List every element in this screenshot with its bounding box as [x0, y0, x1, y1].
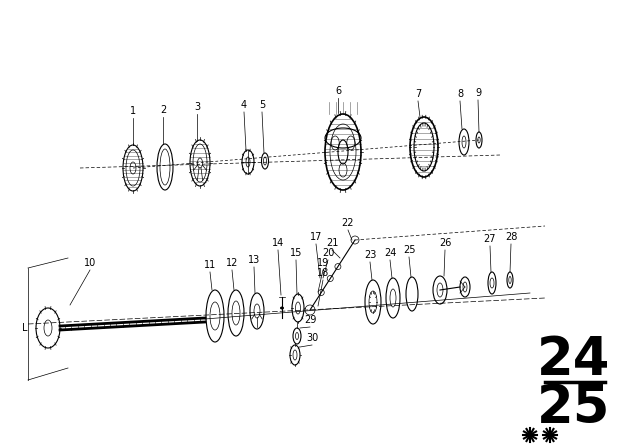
Text: 9: 9 — [475, 88, 481, 98]
Text: 24: 24 — [384, 248, 396, 258]
Text: 21: 21 — [326, 238, 338, 248]
Text: 2: 2 — [160, 105, 166, 115]
Text: 6: 6 — [335, 86, 341, 96]
Text: 11: 11 — [204, 260, 216, 270]
Text: 5: 5 — [259, 100, 265, 110]
Text: 15: 15 — [290, 248, 302, 258]
Text: 3: 3 — [194, 102, 200, 112]
Text: 29: 29 — [304, 315, 316, 325]
Text: 30: 30 — [306, 333, 318, 343]
Text: 24: 24 — [538, 334, 611, 386]
Text: 4: 4 — [241, 100, 247, 110]
Text: 25: 25 — [538, 382, 611, 434]
Text: 28: 28 — [505, 232, 517, 242]
Text: 13: 13 — [248, 255, 260, 265]
Text: 18: 18 — [317, 268, 329, 278]
Text: 17: 17 — [310, 232, 322, 242]
Text: 7: 7 — [415, 89, 421, 99]
Text: 20: 20 — [322, 248, 334, 258]
Text: 25: 25 — [403, 245, 415, 255]
Text: 22: 22 — [342, 218, 355, 228]
Text: 27: 27 — [484, 234, 496, 244]
Text: 12: 12 — [226, 258, 238, 268]
Text: 23: 23 — [364, 250, 376, 260]
Text: 14: 14 — [272, 238, 284, 248]
Text: L: L — [22, 323, 28, 333]
Ellipse shape — [280, 306, 284, 310]
Text: 10: 10 — [84, 258, 96, 268]
Text: 26: 26 — [439, 238, 451, 248]
Text: 8: 8 — [457, 89, 463, 99]
Text: 1: 1 — [130, 106, 136, 116]
Text: 19: 19 — [317, 258, 329, 268]
